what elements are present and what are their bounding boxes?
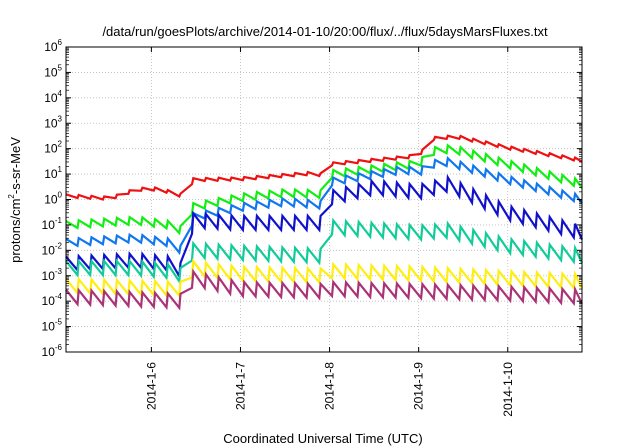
y-tick-label-exponent: 0	[58, 191, 63, 200]
y-tick-label-base: 10	[42, 269, 56, 283]
y-tick-label: 10-1	[42, 216, 63, 232]
y-tick-label: 101	[44, 165, 62, 181]
y-axis-title-base: protons/cm	[8, 199, 23, 263]
y-tick-label-base: 10	[42, 320, 56, 334]
y-axis-title-exponent: 2	[7, 194, 16, 199]
y-axis-title: protons/cm2-s-sr-MeV	[7, 137, 23, 263]
series-line-7	[65, 268, 583, 311]
axis-ticks	[66, 46, 582, 353]
y-tick-label-exponent: 3	[58, 114, 63, 123]
y-tick-label: 10-2	[42, 241, 63, 257]
y-tick-label-exponent: -5	[55, 318, 63, 327]
y-tick-label: 10-6	[42, 343, 63, 359]
y-tick-label-base: 10	[42, 243, 56, 257]
y-axis-title-tail: -s-sr-MeV	[8, 137, 23, 194]
y-tick-label-exponent: -4	[55, 292, 63, 301]
plot-area	[65, 46, 584, 353]
y-tick-label-base: 10	[44, 193, 58, 207]
y-tick-label: 100	[44, 191, 62, 207]
y-tick-label-exponent: 5	[58, 63, 63, 72]
y-tick-label-base: 10	[42, 294, 56, 308]
y-tick-label-base: 10	[44, 142, 58, 156]
y-tick-label: 105	[44, 63, 62, 79]
y-tick-label-exponent: -1	[55, 216, 63, 225]
y-axis: 10-610-510-410-310-210-11001011021031041…	[42, 38, 63, 359]
y-tick-label-base: 10	[44, 65, 58, 79]
y-tick-label-exponent: 4	[58, 89, 63, 98]
y-tick-label: 104	[44, 89, 62, 105]
y-tick-label-exponent: -2	[55, 241, 63, 250]
y-tick-label-base: 10	[42, 218, 56, 232]
grid-lines	[66, 47, 582, 352]
y-tick-label: 10-5	[42, 318, 63, 334]
series-line-3	[65, 155, 583, 256]
series-line-1	[65, 134, 583, 201]
x-axis-title: Coordinated Universal Time (UTC)	[223, 431, 422, 446]
y-tick-label-exponent: -3	[55, 267, 63, 276]
y-tick-label-exponent: 1	[58, 165, 63, 174]
y-tick-label-exponent: 6	[58, 38, 63, 47]
x-tick-label: 2014-1-10	[501, 362, 515, 417]
y-tick-label-base: 10	[44, 91, 58, 105]
series-line-5	[65, 217, 583, 285]
series-line-6	[65, 258, 583, 299]
x-axis: 2014-1-6 2014-1-7 2014-1-8 2014-1-9 2014-1-1…	[144, 362, 514, 417]
series-line-2	[65, 143, 583, 236]
x-tick-label: 2014-1-6	[144, 362, 158, 410]
y-tick-label-base: 10	[44, 116, 58, 130]
y-tick-label-base: 10	[44, 40, 58, 54]
y-tick-label: 103	[44, 114, 62, 130]
y-tick-label-base: 10	[44, 167, 58, 181]
x-tick-label: 2014-1-8	[323, 362, 337, 410]
y-tick-label-base: 10	[42, 345, 56, 359]
y-tick-label: 102	[44, 140, 62, 156]
x-tick-label: 2014-1-9	[412, 362, 426, 410]
y-tick-label-exponent: -6	[55, 343, 63, 352]
chart-title: /data/run/goesPlots/archive/2014-01-10/2…	[102, 24, 548, 39]
y-tick-label: 10-4	[42, 292, 63, 308]
y-tick-label: 106	[44, 38, 62, 54]
y-tick-label: 10-3	[42, 267, 63, 283]
y-tick-label-exponent: 2	[58, 140, 63, 149]
x-tick-label: 2014-1-7	[233, 362, 247, 410]
data-series	[65, 134, 584, 311]
